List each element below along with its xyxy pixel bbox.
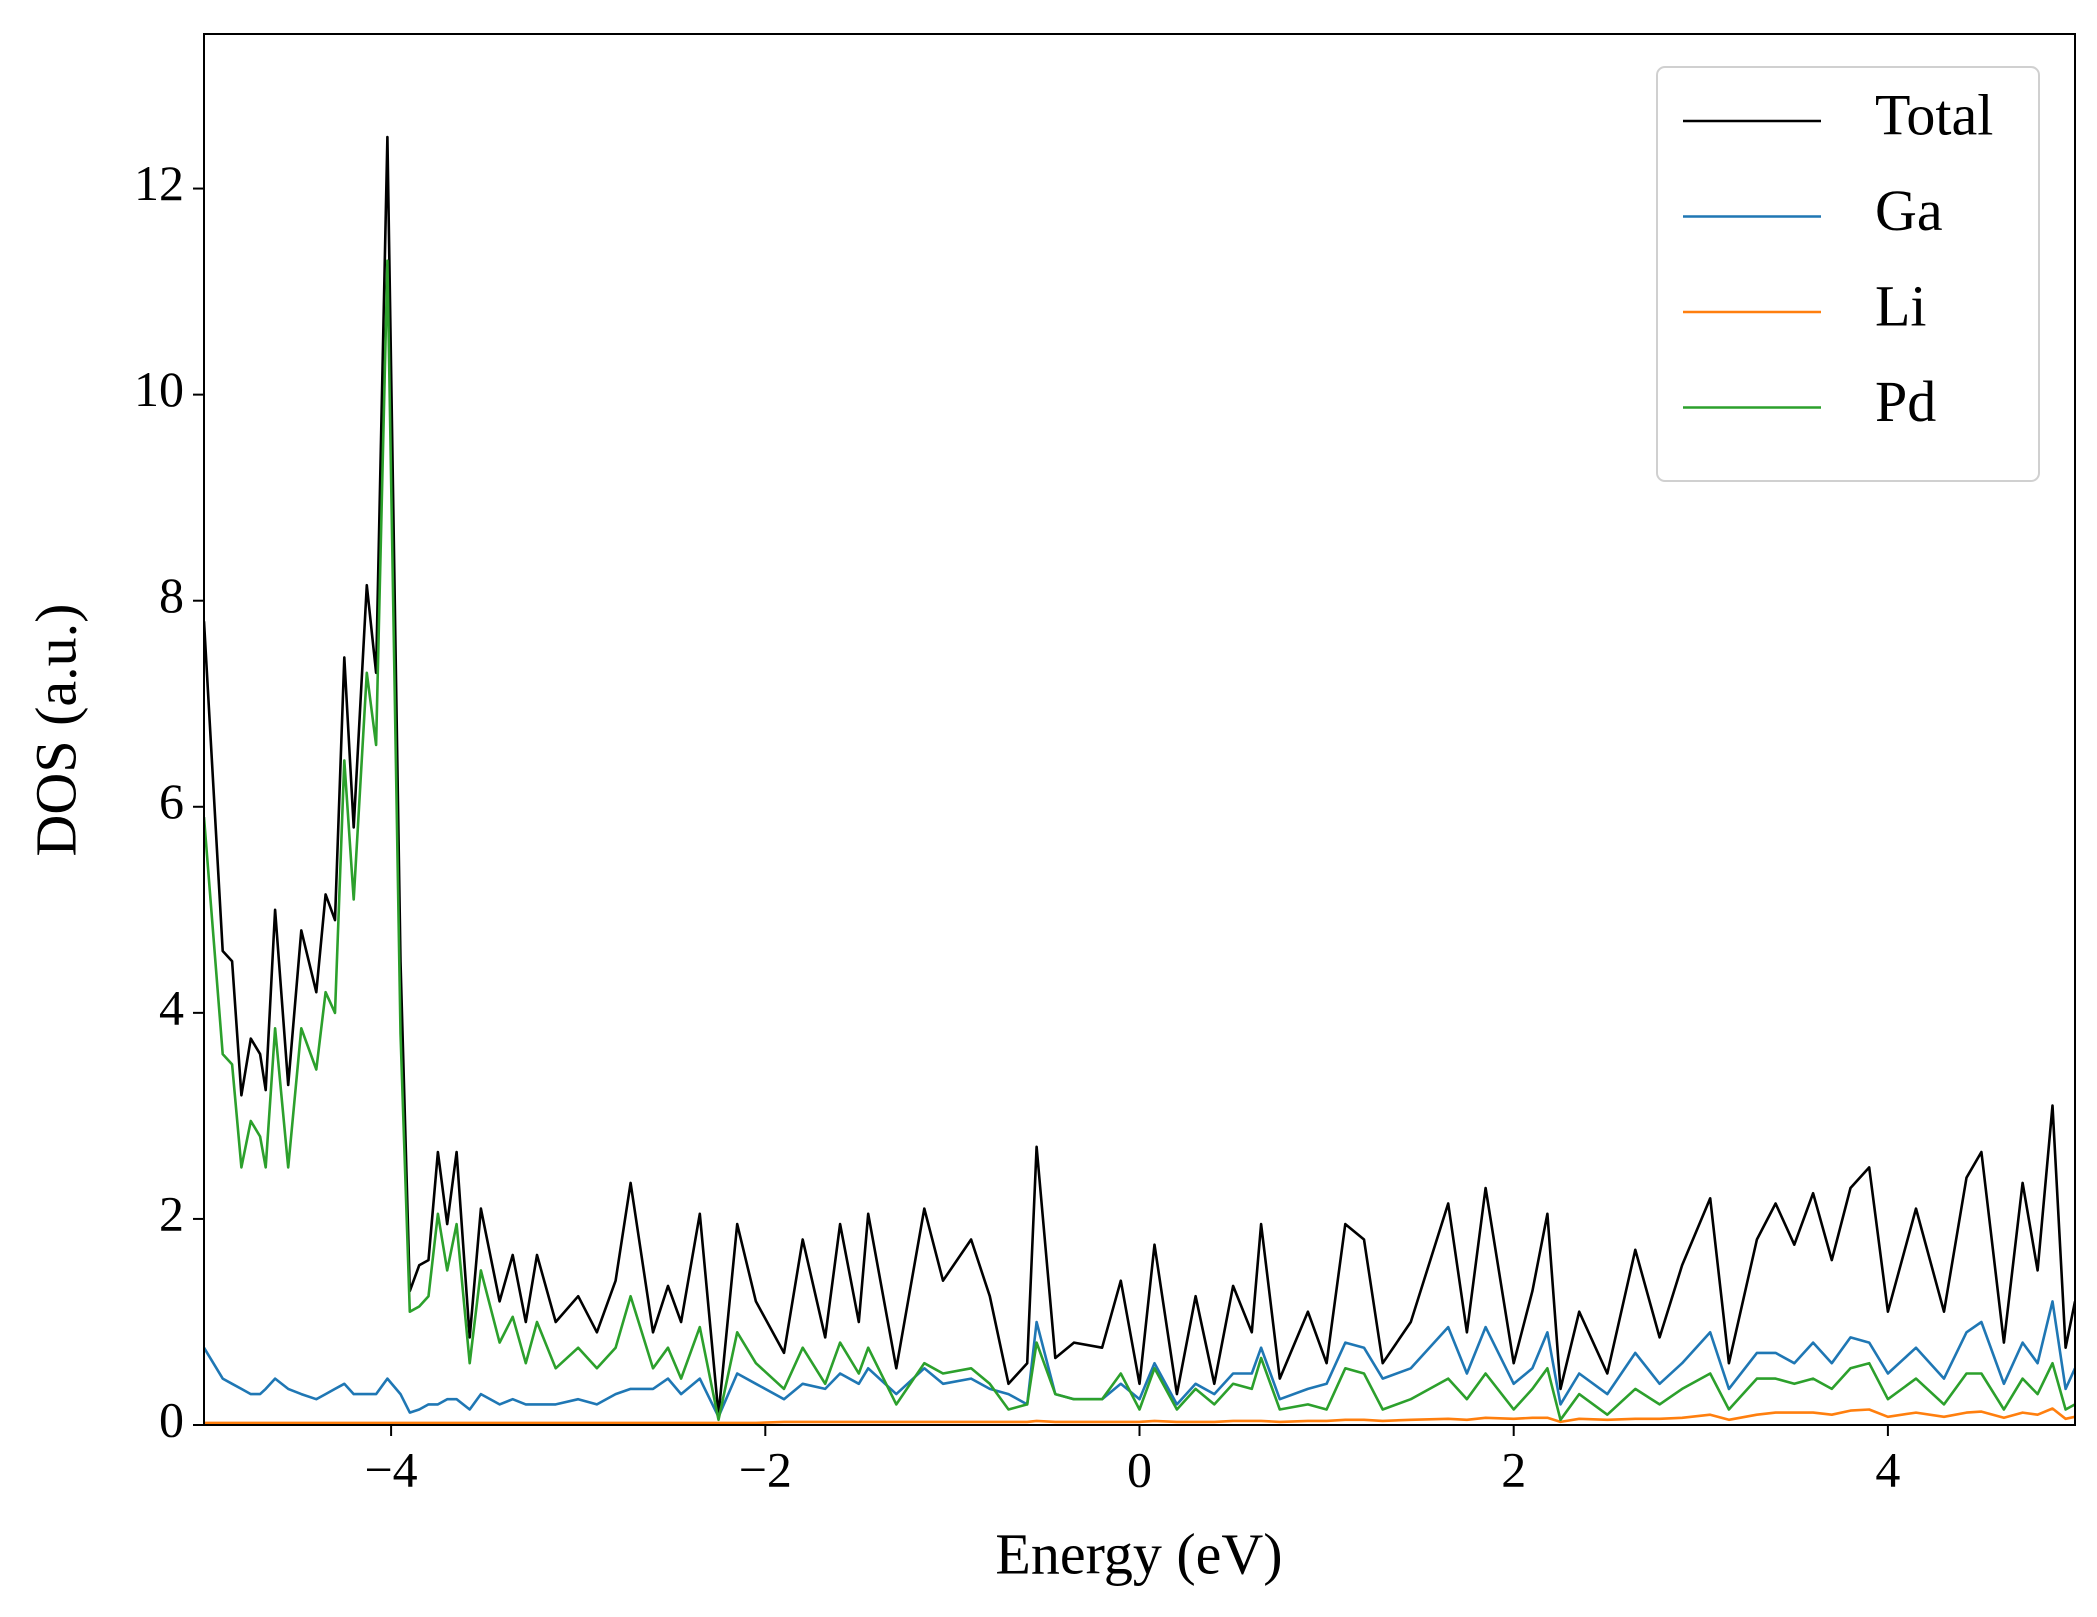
y-axis-label: DOS (a.u.) <box>23 604 88 857</box>
plot-frame <box>203 33 2076 1426</box>
dos-line <box>204 259 2075 1422</box>
plot-lines <box>204 135 2075 1425</box>
y-tick-label: 4 <box>159 979 184 1035</box>
dos-line <box>204 1407 2075 1425</box>
dos-line <box>204 1300 2075 1419</box>
y-tick-label: 8 <box>159 567 184 623</box>
legend-label: Li <box>1875 273 1927 338</box>
legend-box <box>1656 66 2040 482</box>
y-tick-label: 6 <box>159 773 184 829</box>
y-tick-label: 12 <box>134 155 184 211</box>
legend-label: Total <box>1875 82 1993 147</box>
y-tick-label: 0 <box>159 1391 184 1447</box>
x-tick-label: −4 <box>364 1441 417 1497</box>
x-tick-label: 2 <box>1501 1441 1526 1497</box>
legend-label: Ga <box>1875 178 1943 243</box>
y-tick-label: 10 <box>134 361 184 417</box>
dos-line <box>204 135 2075 1416</box>
x-tick-label: 4 <box>1875 1441 1900 1497</box>
x-tick-label: 0 <box>1127 1441 1152 1497</box>
y-tick-label: 2 <box>159 1185 184 1241</box>
legend-label: Pd <box>1875 369 1936 434</box>
x-axis-label: Energy (eV) <box>995 1521 1282 1586</box>
x-tick-label: −2 <box>739 1441 792 1497</box>
